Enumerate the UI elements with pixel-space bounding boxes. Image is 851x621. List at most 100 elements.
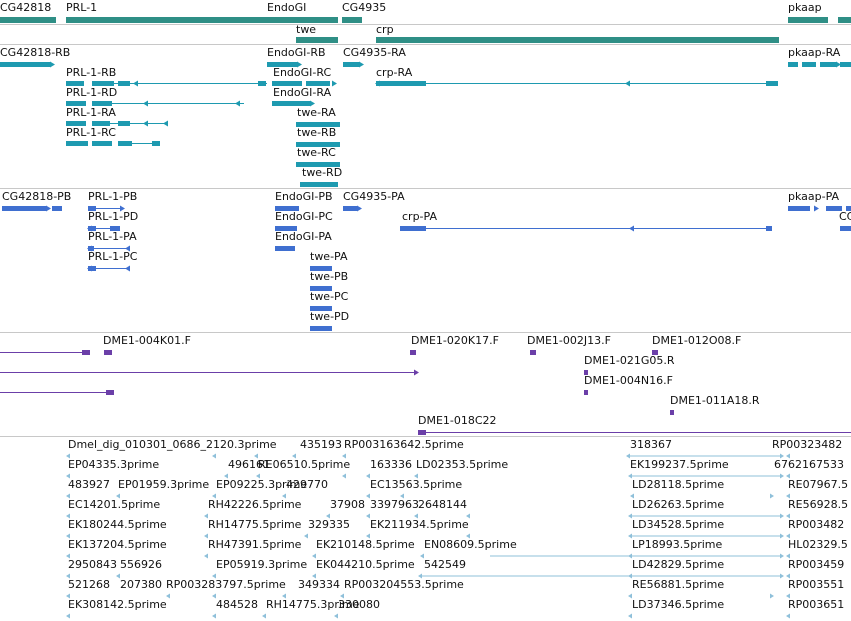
feature-label[interactable]: EndoGI-PB xyxy=(275,190,333,203)
feature-label[interactable]: DME1-020K17.F xyxy=(411,334,499,347)
feature-label[interactable]: twe xyxy=(296,23,317,36)
feature-label[interactable]: twe-PB xyxy=(310,270,349,283)
feature-label[interactable]: RH47391.5prime xyxy=(208,538,302,551)
feature-block[interactable] xyxy=(840,62,851,67)
feature-label[interactable]: 329335 xyxy=(308,518,350,531)
feature-label[interactable]: EndoGI xyxy=(267,1,307,14)
feature-block[interactable] xyxy=(92,101,112,106)
feature-block[interactable] xyxy=(820,62,836,67)
gene-bar[interactable] xyxy=(0,17,56,23)
feature-label[interactable]: CG42818-RB xyxy=(0,46,71,59)
feature-label[interactable]: 483927 xyxy=(68,478,110,491)
feature-block[interactable] xyxy=(118,121,130,126)
feature-label[interactable]: DME1-004N16.F xyxy=(584,374,673,387)
feature-label[interactable]: twe-PA xyxy=(310,250,348,263)
bac-end[interactable] xyxy=(104,350,112,355)
gene-bar[interactable] xyxy=(66,17,338,23)
feature-label[interactable]: PRL-1-RC xyxy=(66,126,116,139)
feature-block[interactable] xyxy=(766,226,772,231)
feature-label[interactable]: 496161 xyxy=(228,458,270,471)
feature-block[interactable] xyxy=(66,121,86,126)
feature-block[interactable] xyxy=(840,226,851,231)
feature-label[interactable]: EndoGI-PC xyxy=(275,210,333,223)
gene-bar[interactable] xyxy=(296,37,338,43)
feature-label[interactable]: DME1-011A18.R xyxy=(670,394,760,407)
feature-label[interactable]: RH14775.5prime xyxy=(208,518,302,531)
bac-end[interactable] xyxy=(670,410,674,415)
feature-label[interactable]: RP003459 xyxy=(788,558,845,571)
feature-label[interactable]: RP00323482 xyxy=(772,438,843,451)
feature-label[interactable]: 163336 xyxy=(370,458,412,471)
feature-label[interactable]: 2648144 xyxy=(418,498,467,511)
feature-label[interactable]: CG42818-PB xyxy=(2,190,72,203)
bac-end[interactable] xyxy=(82,350,90,355)
feature-label[interactable]: 37908 xyxy=(330,498,365,511)
feature-label[interactable]: EP04335.3prime xyxy=(68,458,160,471)
feature-block[interactable] xyxy=(66,141,88,146)
feature-block[interactable] xyxy=(66,81,84,86)
feature-block[interactable] xyxy=(766,81,778,86)
feature-label[interactable]: CG4935 xyxy=(342,1,387,14)
feature-block[interactable] xyxy=(66,101,86,106)
feature-block[interactable] xyxy=(310,286,332,291)
feature-block[interactable] xyxy=(296,162,340,167)
feature-block[interactable] xyxy=(0,62,50,67)
feature-label[interactable]: RE56928.5 xyxy=(788,498,849,511)
feature-label[interactable]: twe-PD xyxy=(310,310,350,323)
feature-block[interactable] xyxy=(846,206,851,211)
feature-label[interactable]: PRL-1-RB xyxy=(66,66,117,79)
feature-block[interactable] xyxy=(118,141,132,146)
gene-bar[interactable] xyxy=(838,17,851,23)
feature-label[interactable]: EndoGI-RC xyxy=(273,66,332,79)
feature-label[interactable]: LD26263.5prime xyxy=(632,498,725,511)
feature-label[interactable]: DME1-021G05.R xyxy=(584,354,675,367)
bac-end[interactable] xyxy=(418,430,426,435)
feature-label[interactable]: EK044210.5prime xyxy=(316,558,415,571)
feature-label[interactable]: 3397963 xyxy=(370,498,419,511)
feature-label[interactable]: EndoGI-RA xyxy=(273,86,332,99)
feature-block[interactable] xyxy=(788,206,810,211)
bac-end[interactable] xyxy=(584,390,588,395)
feature-block[interactable] xyxy=(802,62,816,67)
feature-label[interactable]: EK210148.5prime xyxy=(316,538,415,551)
feature-label[interactable]: crp-PA xyxy=(402,210,437,223)
feature-label[interactable]: pkaap xyxy=(788,1,822,14)
feature-label[interactable]: RE56881.5prime xyxy=(632,578,725,591)
feature-block[interactable] xyxy=(110,226,120,231)
feature-label[interactable]: 330080 xyxy=(338,598,380,611)
feature-label[interactable]: twe-RD xyxy=(302,166,343,179)
feature-label[interactable]: 542549 xyxy=(424,558,466,571)
feature-label[interactable]: DME1-018C22 xyxy=(418,414,497,427)
feature-label[interactable]: RP003482 xyxy=(788,518,845,531)
feature-label[interactable]: RE07967.5 xyxy=(788,478,849,491)
feature-label[interactable]: pkaap-PA xyxy=(788,190,840,203)
feature-label[interactable]: Dmel_dig_010301_0686_2120.3prime xyxy=(68,438,277,451)
feature-block[interactable] xyxy=(272,62,292,67)
feature-label[interactable]: twe-RB xyxy=(297,126,337,139)
feature-label[interactable]: 6762167533 xyxy=(774,458,844,471)
feature-block[interactable] xyxy=(310,266,332,271)
feature-label[interactable]: LD34528.5prime xyxy=(632,518,725,531)
feature-label[interactable]: CC xyxy=(839,210,851,223)
feature-label[interactable]: LD28118.5prime xyxy=(632,478,725,491)
feature-label[interactable]: 556926 xyxy=(120,558,162,571)
feature-block[interactable] xyxy=(92,121,110,126)
feature-label[interactable]: PRL-1-PB xyxy=(88,190,138,203)
feature-label[interactable]: 435193 xyxy=(300,438,342,451)
feature-label[interactable]: EC13563.5prime xyxy=(370,478,463,491)
feature-label[interactable]: DME1-004K01.F xyxy=(103,334,191,347)
feature-label[interactable]: RH42226.5prime xyxy=(208,498,302,511)
feature-label[interactable]: RP003163642.5prime xyxy=(344,438,464,451)
feature-block[interactable] xyxy=(275,246,295,251)
feature-label[interactable]: EC14201.5prime xyxy=(68,498,161,511)
feature-block[interactable] xyxy=(2,206,46,211)
feature-label[interactable]: LD37346.5prime xyxy=(632,598,725,611)
feature-label[interactable]: EndoGI-RB xyxy=(267,46,326,59)
feature-label[interactable]: EP09225.3prime xyxy=(216,478,308,491)
feature-label[interactable]: 429770 xyxy=(286,478,328,491)
feature-block[interactable] xyxy=(296,122,340,127)
feature-block[interactable] xyxy=(310,326,332,331)
feature-label[interactable]: EN08609.5prime xyxy=(424,538,517,551)
gene-bar[interactable] xyxy=(342,17,362,23)
feature-label[interactable]: LD42829.5prime xyxy=(632,558,725,571)
